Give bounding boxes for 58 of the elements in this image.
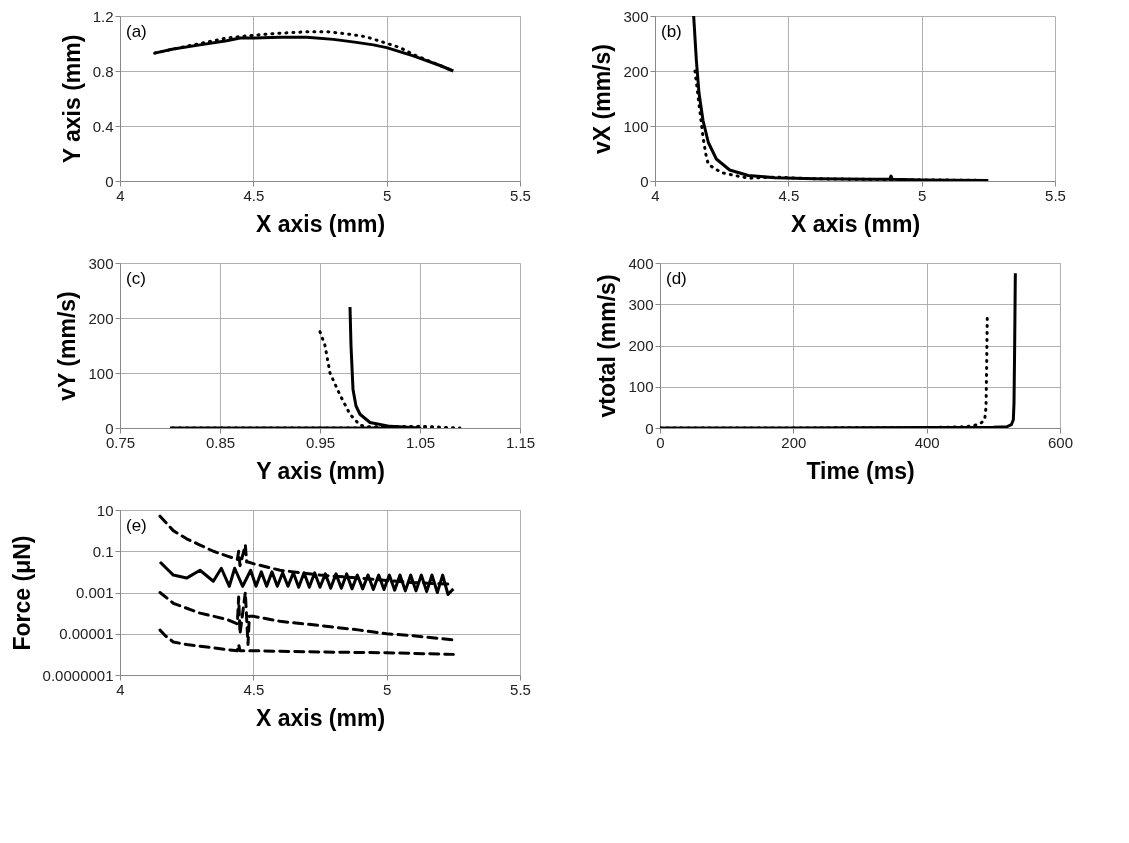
y-tick-label: 200 (628, 337, 654, 354)
line-series (158, 591, 455, 647)
x-axis-title: X axis (mm) (790, 210, 921, 237)
x-tick-label: 5.5 (510, 186, 531, 204)
y-tick-label: 0.001 (75, 584, 114, 601)
x-tick-label: 600 (1047, 433, 1074, 451)
y-tick-label: 0 (640, 172, 649, 190)
x-tick-label: 0 (656, 433, 665, 451)
x-axis-title: X axis (mm) (255, 210, 386, 237)
y-tick-label: 100 (628, 378, 654, 396)
y-axis-title: Force (μN) (8, 535, 35, 651)
x-axis-title: Y axis (mm) (256, 457, 385, 484)
annotation: (a) (126, 22, 147, 41)
y-tick-label: 10 (96, 501, 114, 519)
line-series (158, 628, 455, 656)
y-tick-label: 300 (88, 254, 114, 272)
y-axis-title: vtotal (mm/s) (594, 274, 621, 418)
y-tick-label: 0.8 (92, 62, 114, 80)
x-tick-label: 4.5 (243, 680, 265, 698)
x-tick-label: 5 (917, 186, 927, 204)
x-axis-title: Time (ms) (806, 457, 915, 484)
x-tick-label: 4 (116, 680, 125, 698)
x-tick-label: 4.5 (243, 186, 265, 204)
annotation: (e) (126, 516, 147, 535)
y-axis-title: Y axis (mm) (58, 34, 85, 164)
x-tick-label: 4 (651, 186, 660, 204)
x-tick-label: 4 (116, 186, 125, 204)
y-tick-label: 200 (623, 62, 649, 80)
x-tick-label: 200 (781, 433, 807, 451)
y-tick-label: 100 (88, 364, 114, 382)
x-tick-label: 5.5 (1045, 186, 1066, 204)
y-tick-label: 100 (623, 117, 649, 135)
annotation: (d) (666, 269, 687, 288)
y-tick-label: 0 (105, 172, 114, 190)
y-tick-label: 0 (645, 419, 654, 437)
x-tick-label: 5.5 (510, 680, 531, 698)
x-tick-label: 0.95 (305, 433, 336, 451)
x-tick-label: 1.15 (505, 433, 536, 451)
y-tick-label: 0.4 (92, 117, 114, 135)
x-tick-label: 1.05 (405, 433, 436, 451)
x-axis-title: X axis (mm) (255, 704, 386, 731)
y-tick-label: 0.00001 (59, 625, 114, 643)
y-tick-label: 300 (628, 295, 654, 313)
y-tick-label: 0.1 (92, 542, 114, 560)
x-tick-label: 4.5 (778, 186, 800, 204)
y-tick-label: 200 (88, 309, 114, 327)
x-tick-label: 400 (914, 433, 940, 451)
x-tick-label: 0.85 (205, 433, 236, 451)
y-axis-title: vX (mm/s) (589, 44, 616, 154)
y-tick-label: 0.0000001 (42, 666, 114, 684)
y-tick-label: 400 (628, 254, 654, 272)
annotation: (c) (126, 269, 146, 288)
annotation: (b) (661, 22, 682, 41)
y-tick-label: 1.2 (92, 7, 114, 25)
y-tick-label: 300 (623, 7, 649, 25)
x-tick-label: 5 (382, 186, 392, 204)
y-axis-title: vY (mm/s) (54, 291, 81, 401)
x-tick-label: 5 (382, 680, 392, 698)
